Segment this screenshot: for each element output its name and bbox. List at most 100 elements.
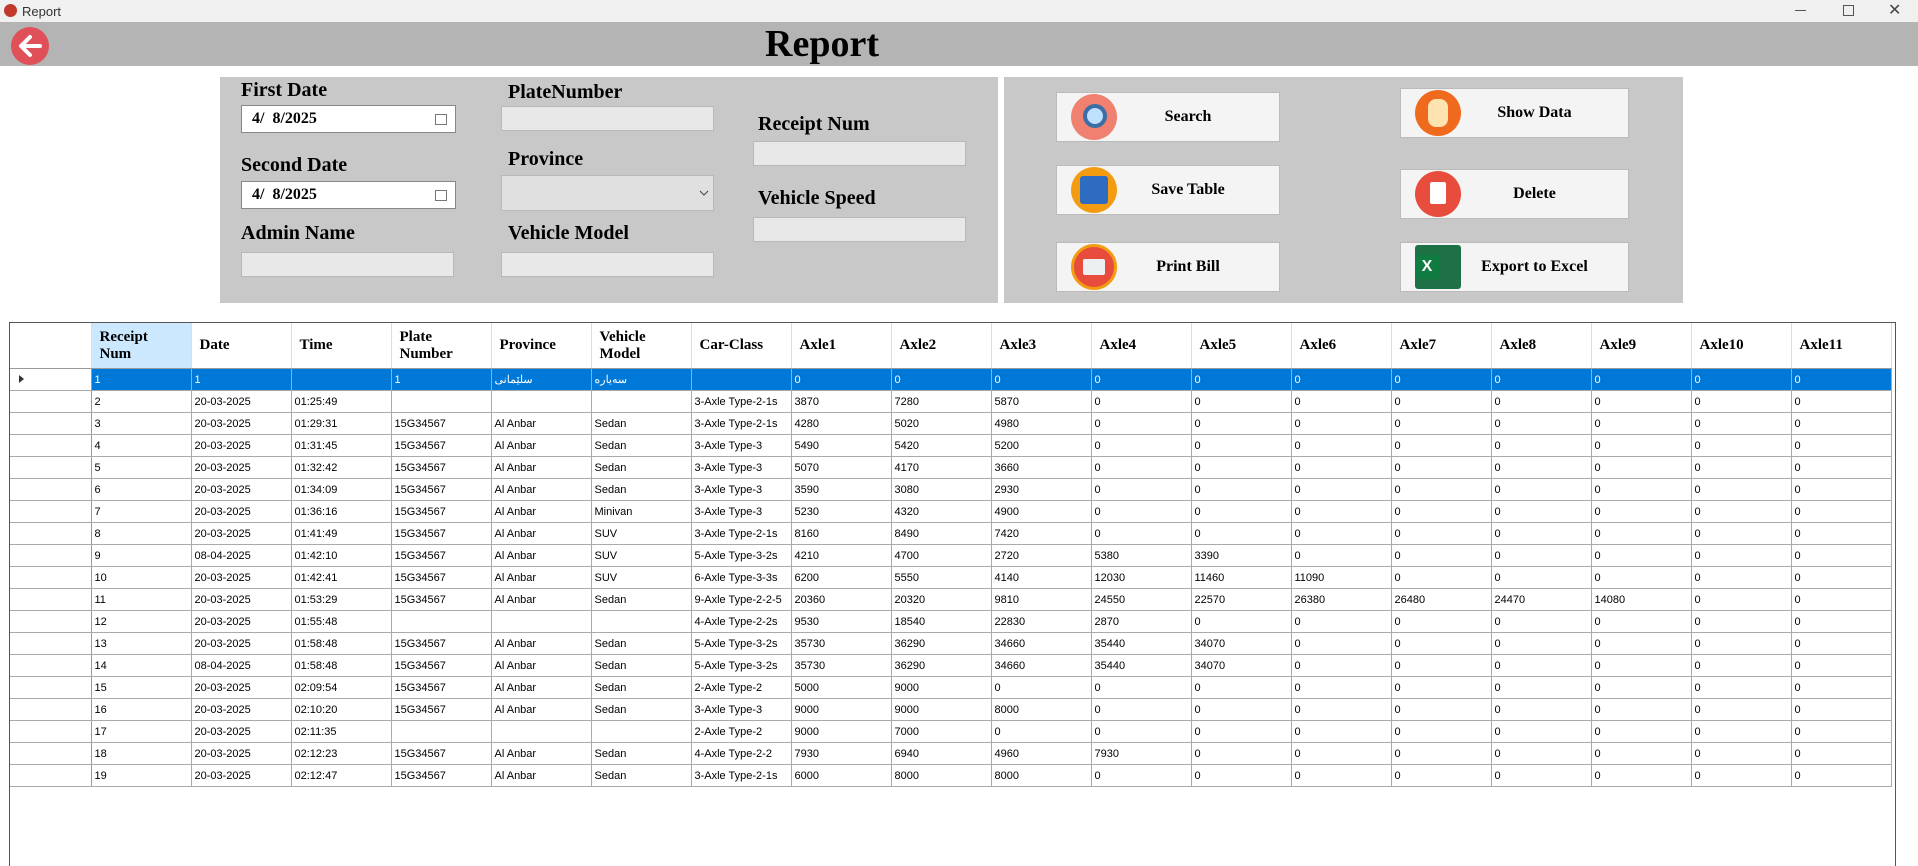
delete-button[interactable]: Delete xyxy=(1400,169,1629,219)
back-button[interactable] xyxy=(11,27,49,65)
column-header[interactable]: Axle2 xyxy=(891,323,992,369)
cell: 0 xyxy=(1191,390,1292,413)
text-input[interactable] xyxy=(753,141,966,166)
table-row[interactable]: 11 20-03-2025 01:53:29 15G34567 Al Anbar Seda… xyxy=(10,588,1892,611)
print-bill-button[interactable]: Print Bill xyxy=(1056,242,1280,292)
table-row[interactable]: 7 20-03-2025 01:36:16 15G34567 Al Anbar Miniv… xyxy=(10,500,1892,523)
table-row[interactable]: 12 20-03-2025 01:55:48 4-Axle Type-2-2s 9530… xyxy=(10,610,1892,633)
column-header[interactable]: Province xyxy=(491,323,592,369)
cell: Al Anbar xyxy=(491,632,592,655)
column-header[interactable]: Time xyxy=(291,323,392,369)
export-button[interactable]: X Export to Excel xyxy=(1400,242,1629,292)
window-title: Report xyxy=(22,4,62,19)
cell: 0 xyxy=(1391,632,1492,655)
column-header[interactable]: Axle5 xyxy=(1191,323,1292,369)
cell: 0 xyxy=(1591,676,1692,699)
cell: 01:29:31 xyxy=(291,412,392,435)
cell xyxy=(391,610,492,633)
column-header[interactable]: Axle3 xyxy=(991,323,1092,369)
text-input[interactable] xyxy=(241,252,454,277)
cell: 0 xyxy=(1691,412,1792,435)
cell: 0 xyxy=(1391,698,1492,721)
label: First Date xyxy=(241,79,328,101)
table-row[interactable]: 17 20-03-2025 02:11:35 2-Axle Type-2 9000 700… xyxy=(10,720,1892,743)
date-value: 4/ 8/2025 xyxy=(252,186,317,203)
cell: 6200 xyxy=(791,566,892,589)
column-header[interactable]: Axle4 xyxy=(1091,323,1192,369)
text-input[interactable] xyxy=(501,106,714,131)
cell: 0 xyxy=(1791,412,1892,435)
cell: SUV xyxy=(591,566,692,589)
cell: 0 xyxy=(1491,566,1592,589)
save-table-button[interactable]: Save Table xyxy=(1056,165,1280,215)
column-header[interactable]: Date xyxy=(191,323,292,369)
cell: 34660 xyxy=(991,654,1092,677)
column-header[interactable]: Plate Number xyxy=(391,323,492,369)
cell: 4 xyxy=(91,434,192,457)
column-header[interactable]: Axle6 xyxy=(1291,323,1392,369)
table-row[interactable]: 16 20-03-2025 02:10:20 15G34567 Al Anbar Seda… xyxy=(10,698,1892,721)
cell: 0 xyxy=(1291,522,1392,545)
cell: Al Anbar xyxy=(491,676,592,699)
column-header[interactable]: Car-Class xyxy=(691,323,792,369)
cell xyxy=(691,368,792,391)
table-row[interactable]: 6 20-03-2025 01:34:09 15G34567 Al Anbar Sedan… xyxy=(10,478,1892,501)
text-input[interactable] xyxy=(501,252,714,277)
show-data-button[interactable]: Show Data xyxy=(1400,88,1629,138)
table-row[interactable]: 18 20-03-2025 02:12:23 15G34567 Al Anbar Seda… xyxy=(10,742,1892,765)
table-row[interactable]: 3 20-03-2025 01:29:31 15G34567 Al Anbar Sedan… xyxy=(10,412,1892,435)
cell: 4-Axle Type-2-2 xyxy=(691,742,792,765)
cell: 1 xyxy=(91,368,192,391)
table: Receipt Num Date Time Plate Number Province V… xyxy=(10,323,1892,787)
table-row[interactable]: 8 20-03-2025 01:41:49 15G34567 Al Anbar SUV 3-… xyxy=(10,522,1892,545)
column-header[interactable]: Axle10 xyxy=(1691,323,1792,369)
cell: 2720 xyxy=(991,544,1092,567)
cell: 4960 xyxy=(991,742,1092,765)
table-row[interactable]: 14 08-04-2025 01:58:48 15G34567 Al Anbar Seda… xyxy=(10,654,1892,677)
cell: 7000 xyxy=(891,720,992,743)
app-icon xyxy=(4,4,17,17)
combo-box[interactable] xyxy=(501,175,714,211)
cell: 5-Axle Type-3-2s xyxy=(691,654,792,677)
column-header[interactable]: Axle9 xyxy=(1591,323,1692,369)
column-header[interactable]: Axle11 xyxy=(1791,323,1892,369)
table-row[interactable]: 10 20-03-2025 01:42:41 15G34567 Al Anbar SUV 6… xyxy=(10,566,1892,589)
cell: 0 xyxy=(1191,742,1292,765)
cell: 0 xyxy=(1291,698,1392,721)
restore[interactable] xyxy=(1843,5,1854,16)
cell: 0 xyxy=(991,368,1092,391)
cell: 6000 xyxy=(791,764,892,787)
column-header[interactable]: Axle1 xyxy=(791,323,892,369)
table-row[interactable]: 19 20-03-2025 02:12:47 15G34567 Al Anbar Seda… xyxy=(10,764,1892,787)
column-header[interactable]: Axle8 xyxy=(1491,323,1592,369)
close[interactable]: ✕ xyxy=(1888,2,1902,19)
column-header[interactable]: Axle7 xyxy=(1391,323,1492,369)
cell: 34660 xyxy=(991,632,1092,655)
button-label: Show Data xyxy=(1497,104,1572,121)
table-row[interactable]: 1 1 1 سلێمانی سەیارە 0 0 0 0 0 0 0 0 0 0 0 xyxy=(10,368,1892,391)
table-row[interactable]: 13 20-03-2025 01:58:48 15G34567 Al Anbar Seda… xyxy=(10,632,1892,655)
cell: 5380 xyxy=(1091,544,1192,567)
date-picker[interactable]: 4/ 8/2025 xyxy=(241,181,456,209)
table-row[interactable]: 2 20-03-2025 01:25:49 3-Axle Type-2-1s 3870 7… xyxy=(10,390,1892,413)
column-header[interactable]: Vehicle Model xyxy=(591,323,692,369)
cell: 0 xyxy=(1291,478,1392,501)
column-header[interactable]: Receipt Num xyxy=(91,323,192,369)
cell: 15 xyxy=(91,676,192,699)
search-button[interactable]: Search xyxy=(1056,92,1280,142)
date-picker[interactable]: 4/ 8/2025 xyxy=(241,105,456,133)
table-row[interactable]: 4 20-03-2025 01:31:45 15G34567 Al Anbar Sedan… xyxy=(10,434,1892,457)
cell: 9-Axle Type-2-2-5 xyxy=(691,588,792,611)
cell: 20-03-2025 xyxy=(191,500,292,523)
row-header xyxy=(10,412,92,435)
table-row[interactable]: 9 08-04-2025 01:42:10 15G34567 Al Anbar SUV 5-… xyxy=(10,544,1892,567)
table-row[interactable]: 5 20-03-2025 01:32:42 15G34567 Al Anbar Sedan… xyxy=(10,456,1892,479)
cell: 15G34567 xyxy=(391,434,492,457)
minimize[interactable] xyxy=(1795,10,1806,11)
cell: Sedan xyxy=(591,434,692,457)
table-row[interactable]: 15 20-03-2025 02:09:54 15G34567 Al Anbar Seda… xyxy=(10,676,1892,699)
text-input[interactable] xyxy=(753,217,966,242)
cell: 35730 xyxy=(791,654,892,677)
cell: 9810 xyxy=(991,588,1092,611)
